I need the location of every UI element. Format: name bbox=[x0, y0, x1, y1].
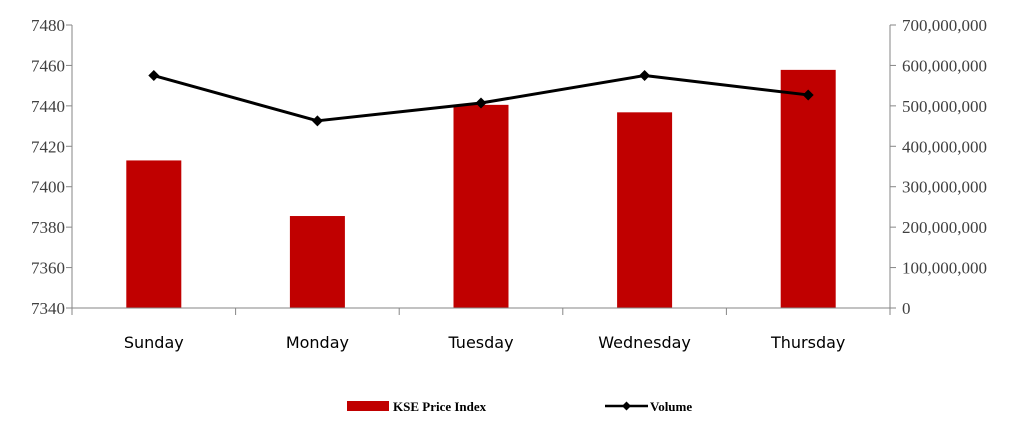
x-tick-label-sunday: Sunday bbox=[124, 333, 184, 352]
right-tick-label: 0 bbox=[902, 299, 911, 318]
left-tick-label: 7340 bbox=[31, 299, 65, 318]
bar-wednesday bbox=[617, 112, 673, 308]
legend-marker-volume bbox=[622, 401, 631, 411]
volume-point-tuesday bbox=[475, 97, 487, 109]
right-tick-label: 600,000,000 bbox=[902, 56, 987, 75]
x-tick-label-wednesday: Wednesday bbox=[598, 333, 691, 352]
bars-layer bbox=[126, 69, 836, 308]
right-tick-label: 500,000,000 bbox=[902, 97, 987, 116]
volume-point-thursday bbox=[802, 89, 814, 101]
left-tick-label: 7440 bbox=[31, 97, 65, 116]
left-tick-label: 7460 bbox=[31, 56, 65, 75]
left-tick-label: 7480 bbox=[31, 16, 65, 35]
right-tick-label: 400,000,000 bbox=[902, 137, 987, 156]
volume-line-layer bbox=[148, 70, 814, 127]
bar-monday bbox=[289, 216, 345, 308]
bar-tuesday bbox=[453, 104, 509, 308]
legend-label-volume: Volume bbox=[650, 399, 692, 414]
bar-thursday bbox=[780, 69, 836, 308]
legend: KSE Price Index Volume bbox=[347, 399, 692, 414]
bar-sunday bbox=[126, 160, 182, 308]
left-tick-label: 7360 bbox=[31, 259, 65, 278]
left-tick-label: 7400 bbox=[31, 178, 65, 197]
x-tick-label-tuesday: Tuesday bbox=[447, 333, 513, 352]
volume-point-monday bbox=[311, 115, 323, 127]
tick-labels-layer: 7340 7360 7380 7400 7420 7440 7460 7480 0 100,000… bbox=[31, 16, 987, 352]
axes-layer bbox=[66, 24, 896, 315]
volume-point-sunday bbox=[148, 70, 160, 82]
right-tick-label: 700,000,000 bbox=[902, 16, 987, 35]
right-tick-label: 100,000,000 bbox=[902, 259, 987, 278]
left-tick-label: 7420 bbox=[31, 137, 65, 156]
x-tick-label-thursday: Thursday bbox=[770, 333, 845, 352]
x-tick-label-monday: Monday bbox=[286, 333, 349, 352]
right-tick-label: 200,000,000 bbox=[902, 218, 987, 237]
volume-point-wednesday bbox=[639, 70, 651, 82]
legend-swatch-kse bbox=[347, 401, 389, 411]
right-tick-label: 300,000,000 bbox=[902, 178, 987, 197]
left-tick-label: 7380 bbox=[31, 218, 65, 237]
legend-label-kse: KSE Price Index bbox=[393, 399, 487, 414]
